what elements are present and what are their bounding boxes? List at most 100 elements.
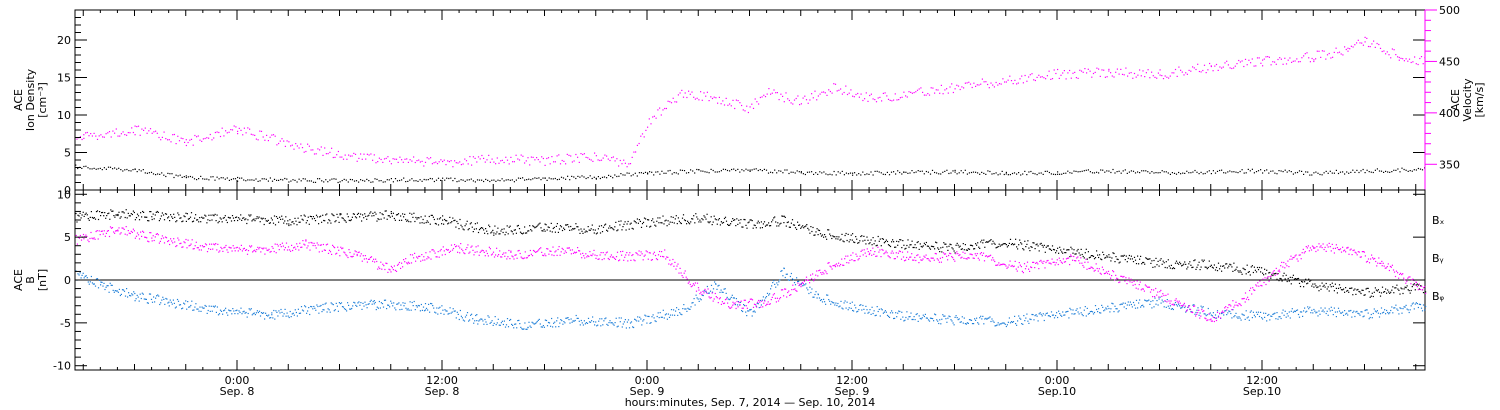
b-point-by xyxy=(965,323,967,325)
b-point-by xyxy=(141,292,143,294)
b-point-by xyxy=(780,270,782,272)
b-point-by xyxy=(634,318,636,320)
velocity-point xyxy=(954,88,956,90)
density-point xyxy=(396,180,399,182)
velocity-point xyxy=(1197,63,1199,65)
b-point-bx xyxy=(936,242,938,244)
velocity-point xyxy=(981,78,983,80)
b-point-bx xyxy=(743,218,745,221)
b-point-bx xyxy=(194,217,196,219)
b-point-bx xyxy=(705,218,707,220)
b-point-bx xyxy=(459,218,461,221)
b-point-bx xyxy=(131,213,133,216)
b-point-bz xyxy=(168,240,170,242)
density-point xyxy=(792,171,794,173)
velocity-point xyxy=(587,157,589,159)
velocity-point xyxy=(559,163,562,165)
b-point-bx xyxy=(1299,285,1302,288)
density-point xyxy=(1374,169,1376,171)
velocity-point xyxy=(898,99,900,101)
b-point-by xyxy=(882,312,884,314)
velocity-point xyxy=(752,107,755,109)
b-point-bx xyxy=(407,219,409,221)
b-point-bx xyxy=(274,224,277,226)
b-point-bx xyxy=(521,233,524,235)
density-point xyxy=(556,179,558,181)
density-point xyxy=(1270,170,1272,172)
b-point-bx xyxy=(262,217,264,219)
b-point-by xyxy=(185,300,187,302)
density-point xyxy=(1317,172,1319,174)
b-point-by xyxy=(850,307,852,309)
density-point xyxy=(1329,170,1331,172)
b-point-by xyxy=(729,298,731,300)
density-point xyxy=(1421,169,1424,171)
b-point-bz xyxy=(594,254,596,256)
density-point xyxy=(228,179,230,181)
velocity-point xyxy=(793,99,796,101)
b-point-by xyxy=(1201,307,1203,309)
b-point-bx xyxy=(693,215,695,217)
b-point-bz xyxy=(464,253,466,255)
b-point-by xyxy=(1055,315,1057,317)
density-point xyxy=(1231,171,1233,173)
b-point-bz xyxy=(263,247,265,249)
velocity-point xyxy=(431,163,433,165)
b-point-bz xyxy=(363,258,365,260)
b-point-bz xyxy=(129,232,131,235)
b-point-bx xyxy=(123,212,125,214)
b-point-by xyxy=(993,321,995,323)
b-point-by xyxy=(1243,314,1245,316)
b-point-bx xyxy=(887,244,890,246)
velocity-point xyxy=(348,154,350,156)
b-point-bx xyxy=(329,220,331,222)
b-point-bx xyxy=(1298,282,1301,284)
b-point-bz xyxy=(314,245,316,247)
b-point-bx xyxy=(683,219,686,221)
b-point-by xyxy=(90,275,92,278)
b-point-bz xyxy=(217,243,219,245)
b-point-by xyxy=(1119,304,1121,306)
b-point-bz xyxy=(298,249,300,251)
density-point xyxy=(577,175,579,177)
velocity-point xyxy=(108,131,111,133)
density-point xyxy=(202,178,204,180)
b-point-by xyxy=(457,313,459,315)
b-point-bx xyxy=(801,226,803,228)
b-point-bx xyxy=(776,225,778,227)
b-point-bz xyxy=(390,265,392,267)
density-point xyxy=(1096,171,1098,173)
b-point-by xyxy=(373,303,375,305)
density-point xyxy=(1030,170,1032,173)
density-point xyxy=(1188,172,1190,174)
velocity-point xyxy=(252,134,254,136)
b-point-by xyxy=(572,320,574,322)
b-point-by xyxy=(966,322,968,324)
b-point-bx xyxy=(269,222,271,224)
b-point-by xyxy=(440,312,442,314)
b-point-by xyxy=(1276,312,1278,314)
b-point-bx xyxy=(697,218,699,220)
b-point-bx xyxy=(272,222,275,224)
b-point-bz xyxy=(497,255,499,257)
b-point-bx xyxy=(1316,286,1318,289)
b-point-bx xyxy=(190,212,193,214)
b-point-by xyxy=(238,310,240,312)
b-point-bx xyxy=(1017,248,1019,250)
b-point-by xyxy=(726,296,728,298)
b-point-bx xyxy=(1029,250,1031,252)
b-point-bx xyxy=(1408,290,1410,292)
velocity-point xyxy=(245,132,247,134)
velocity-point xyxy=(209,133,211,136)
b-point-bz xyxy=(659,250,661,253)
b-point-bx xyxy=(1351,287,1353,289)
density-point xyxy=(647,172,649,174)
velocity-point xyxy=(102,136,104,138)
b-point-bz xyxy=(426,258,428,260)
density-point xyxy=(772,172,774,174)
b-point-bz xyxy=(861,249,863,251)
b-point-bx xyxy=(1175,260,1178,262)
b-point-bz xyxy=(424,259,426,261)
b-point-bz xyxy=(458,245,460,247)
velocity-point xyxy=(1248,59,1250,61)
